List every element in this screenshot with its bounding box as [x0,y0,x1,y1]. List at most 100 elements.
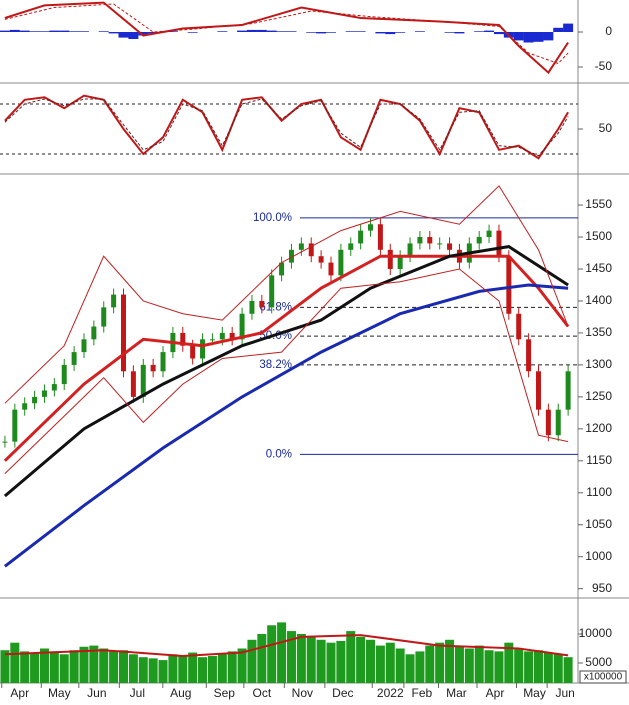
candle [328,262,334,276]
candle [229,332,235,340]
macd-histogram [484,30,495,33]
volume-bar [10,642,20,683]
x-tick-label: Sep [214,686,236,700]
fib-label: 38.2% [259,359,292,371]
y-tick-label: 1350 [585,325,612,339]
candle [219,332,225,340]
candle [338,249,344,276]
volume-bar [158,660,168,683]
volume-bar [464,648,474,683]
candle [180,332,186,346]
macd-histogram [316,32,327,34]
volume-bar [138,657,148,683]
volume-bar [445,639,455,683]
y-tick-label: 1400 [585,293,612,307]
volume-bar [128,654,138,683]
candle [486,230,492,238]
macd-histogram [148,32,159,34]
candle [358,230,364,244]
y-tick-label: 1550 [585,197,612,211]
candle [526,339,532,372]
y-tick-label: 1150 [586,453,612,467]
candle [249,300,255,314]
x-tick-label: Oct [252,686,271,700]
macd-histogram [375,32,386,34]
volume-bar [148,658,158,683]
candle [269,275,275,308]
macd-histogram [128,32,139,40]
candle [22,403,28,410]
macd-histogram [217,31,228,33]
volume-bar [237,648,247,683]
volume-bar [178,656,188,683]
volume-bar [454,646,464,683]
macd-histogram [385,32,396,35]
volume-bar [346,631,356,683]
candle [101,307,107,327]
indicator-line [4,1,569,75]
volume-bar [326,642,336,683]
x-tick-label: 2022 [377,686,404,700]
y-tick-label: 1200 [585,421,612,435]
macd-histogram [355,31,366,33]
candle [239,313,245,340]
macd-histogram [237,30,248,33]
candle [506,256,512,314]
macd-histogram [395,32,406,33]
volume-bar [168,654,178,683]
volume-bar [524,651,534,683]
candle [190,345,196,359]
volume-bar [385,642,395,683]
volume-bar [336,640,346,683]
macd-histogram [59,30,70,33]
x-tick-label: Mar [446,686,467,700]
x-tick-label: Jun [555,686,574,700]
candle [387,249,393,269]
x-tick-label: May [523,686,546,700]
volume-bar [257,633,267,683]
candle [447,243,453,250]
volume-bar [356,636,366,683]
volume-bar [277,622,287,683]
volume-bar [425,645,435,683]
candle [318,256,324,263]
volume-bar [553,654,563,683]
candle [437,243,443,245]
macd-histogram [9,29,20,33]
candle [397,256,403,269]
candle [81,339,87,353]
volume-bar [247,639,257,683]
x-tick-label: Aug [170,686,191,700]
macd-histogram [414,31,425,33]
macd-histogram [286,31,297,33]
y-tick-label: -50 [595,59,613,73]
volume-bar [119,650,129,683]
volume-bar [366,639,376,683]
x-tick-label: May [48,686,71,700]
volume-bar [494,651,504,683]
volume-bar [109,651,119,683]
macd-histogram [523,32,534,43]
macd-histogram [306,32,317,33]
volume-bar [99,648,109,683]
macd-histogram [39,31,50,33]
candle [298,243,304,250]
macd-histogram [78,31,89,33]
macd-histogram [118,32,129,38]
macd-histogram [69,31,80,33]
volume-bar [59,654,69,683]
candle [545,409,551,436]
candle [150,364,156,372]
unit-box [579,670,627,684]
candle [121,294,127,372]
volume-bar [69,650,79,683]
indicator-line [4,98,569,157]
y-tick-label: 10000 [579,626,613,640]
candle [288,249,294,263]
volume-bar [533,650,543,683]
macd-histogram [444,32,455,33]
volume-bar [484,650,494,683]
y-tick-label: 1000 [585,549,612,563]
volume-bar [543,652,553,683]
x-tick-label: Dec [332,686,353,700]
